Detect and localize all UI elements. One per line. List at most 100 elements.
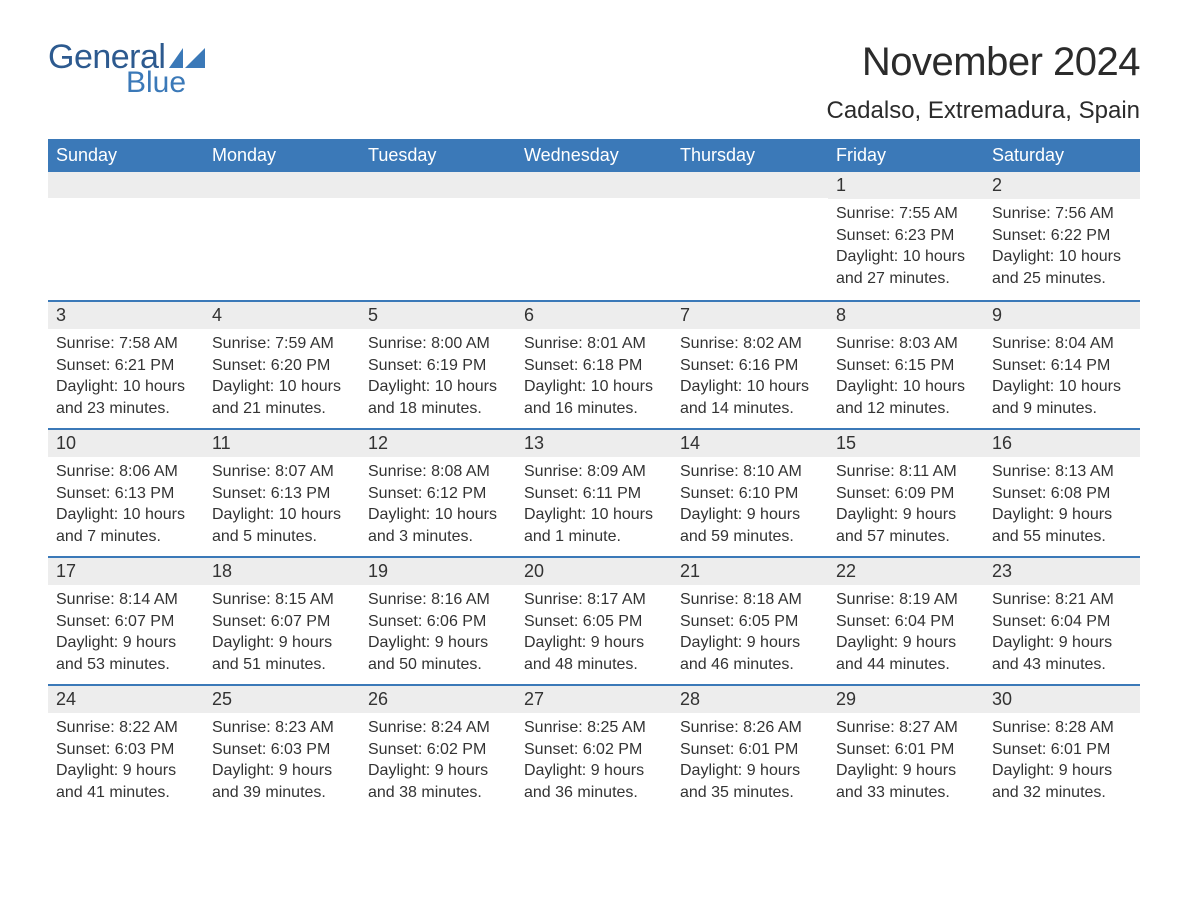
sunset-text: Sunset: 6:21 PM xyxy=(56,355,196,377)
day-number-bar: 26 xyxy=(360,684,516,713)
daylight-text: Daylight: 10 hours and 7 minutes. xyxy=(56,504,196,547)
daylight-text: Daylight: 9 hours and 32 minutes. xyxy=(992,760,1132,803)
day-body: Sunrise: 8:14 AMSunset: 6:07 PMDaylight:… xyxy=(48,585,204,683)
daylight-text: Daylight: 9 hours and 33 minutes. xyxy=(836,760,976,803)
calendar-day: 19Sunrise: 8:16 AMSunset: 6:06 PMDayligh… xyxy=(360,556,516,684)
sunset-text: Sunset: 6:20 PM xyxy=(212,355,352,377)
sunrise-text: Sunrise: 8:01 AM xyxy=(524,333,664,355)
day-number-bar: 11 xyxy=(204,428,360,457)
calendar-week: 17Sunrise: 8:14 AMSunset: 6:07 PMDayligh… xyxy=(48,556,1140,684)
daylight-text: Daylight: 10 hours and 21 minutes. xyxy=(212,376,352,419)
day-body: Sunrise: 8:00 AMSunset: 6:19 PMDaylight:… xyxy=(360,329,516,427)
day-number-bar: 8 xyxy=(828,300,984,329)
weekday-header: Tuesday xyxy=(360,139,516,172)
sunrise-text: Sunrise: 7:59 AM xyxy=(212,333,352,355)
sunset-text: Sunset: 6:16 PM xyxy=(680,355,820,377)
day-body: Sunrise: 8:28 AMSunset: 6:01 PMDaylight:… xyxy=(984,713,1140,811)
sunset-text: Sunset: 6:03 PM xyxy=(56,739,196,761)
sunset-text: Sunset: 6:05 PM xyxy=(524,611,664,633)
calendar-day: 23Sunrise: 8:21 AMSunset: 6:04 PMDayligh… xyxy=(984,556,1140,684)
day-number-bar: 22 xyxy=(828,556,984,585)
sunset-text: Sunset: 6:01 PM xyxy=(680,739,820,761)
daylight-text: Daylight: 9 hours and 44 minutes. xyxy=(836,632,976,675)
sunset-text: Sunset: 6:04 PM xyxy=(836,611,976,633)
sunset-text: Sunset: 6:11 PM xyxy=(524,483,664,505)
day-number-bar xyxy=(204,172,360,198)
day-body: Sunrise: 8:02 AMSunset: 6:16 PMDaylight:… xyxy=(672,329,828,427)
daylight-text: Daylight: 9 hours and 39 minutes. xyxy=(212,760,352,803)
calendar-day: 15Sunrise: 8:11 AMSunset: 6:09 PMDayligh… xyxy=(828,428,984,556)
day-body: Sunrise: 8:26 AMSunset: 6:01 PMDaylight:… xyxy=(672,713,828,811)
day-number-bar: 10 xyxy=(48,428,204,457)
day-body: Sunrise: 8:06 AMSunset: 6:13 PMDaylight:… xyxy=(48,457,204,555)
calendar-day: 14Sunrise: 8:10 AMSunset: 6:10 PMDayligh… xyxy=(672,428,828,556)
sunrise-text: Sunrise: 7:55 AM xyxy=(836,203,976,225)
day-number-bar xyxy=(516,172,672,198)
day-number-bar: 19 xyxy=(360,556,516,585)
calendar-day: 20Sunrise: 8:17 AMSunset: 6:05 PMDayligh… xyxy=(516,556,672,684)
sunrise-text: Sunrise: 8:11 AM xyxy=(836,461,976,483)
sunrise-text: Sunrise: 8:18 AM xyxy=(680,589,820,611)
day-number-bar: 30 xyxy=(984,684,1140,713)
calendar-day: 18Sunrise: 8:15 AMSunset: 6:07 PMDayligh… xyxy=(204,556,360,684)
calendar-day: 10Sunrise: 8:06 AMSunset: 6:13 PMDayligh… xyxy=(48,428,204,556)
day-number-bar: 14 xyxy=(672,428,828,457)
day-number-bar xyxy=(672,172,828,198)
sunset-text: Sunset: 6:01 PM xyxy=(836,739,976,761)
day-number-bar: 24 xyxy=(48,684,204,713)
calendar-day: 7Sunrise: 8:02 AMSunset: 6:16 PMDaylight… xyxy=(672,300,828,428)
calendar-day: 2 Sunrise: 7:56 AMSunset: 6:22 PMDaylight… xyxy=(984,172,1140,300)
weekday-header: Wednesday xyxy=(516,139,672,172)
day-body: Sunrise: 8:04 AMSunset: 6:14 PMDaylight:… xyxy=(984,329,1140,427)
calendar-day-empty xyxy=(516,172,672,300)
sunrise-text: Sunrise: 8:22 AM xyxy=(56,717,196,739)
day-number-bar: 3 xyxy=(48,300,204,329)
sunset-text: Sunset: 6:03 PM xyxy=(212,739,352,761)
day-number-bar: 23 xyxy=(984,556,1140,585)
day-number-bar: 15 xyxy=(828,428,984,457)
daylight-text: Daylight: 9 hours and 53 minutes. xyxy=(56,632,196,675)
calendar-head: SundayMondayTuesdayWednesdayThursdayFrid… xyxy=(48,139,1140,172)
logo: General Blue xyxy=(48,40,205,98)
weekday-header: Friday xyxy=(828,139,984,172)
daylight-text: Daylight: 9 hours and 50 minutes. xyxy=(368,632,508,675)
day-body: Sunrise: 7:55 AMSunset: 6:23 PMDaylight:… xyxy=(828,199,984,297)
calendar-day-empty xyxy=(672,172,828,300)
calendar-week: 24Sunrise: 8:22 AMSunset: 6:03 PMDayligh… xyxy=(48,684,1140,812)
daylight-text: Daylight: 9 hours and 36 minutes. xyxy=(524,760,664,803)
daylight-text: Daylight: 9 hours and 35 minutes. xyxy=(680,760,820,803)
sunrise-text: Sunrise: 8:03 AM xyxy=(836,333,976,355)
calendar-day: 9Sunrise: 8:04 AMSunset: 6:14 PMDaylight… xyxy=(984,300,1140,428)
sunset-text: Sunset: 6:07 PM xyxy=(212,611,352,633)
day-number-bar: 20 xyxy=(516,556,672,585)
calendar-week: 10Sunrise: 8:06 AMSunset: 6:13 PMDayligh… xyxy=(48,428,1140,556)
daylight-text: Daylight: 10 hours and 14 minutes. xyxy=(680,376,820,419)
calendar-day: 12Sunrise: 8:08 AMSunset: 6:12 PMDayligh… xyxy=(360,428,516,556)
sunset-text: Sunset: 6:22 PM xyxy=(992,225,1132,247)
calendar-day: 25Sunrise: 8:23 AMSunset: 6:03 PMDayligh… xyxy=(204,684,360,812)
calendar-day: 17Sunrise: 8:14 AMSunset: 6:07 PMDayligh… xyxy=(48,556,204,684)
day-body: Sunrise: 8:18 AMSunset: 6:05 PMDaylight:… xyxy=(672,585,828,683)
sunset-text: Sunset: 6:12 PM xyxy=(368,483,508,505)
calendar-day: 21Sunrise: 8:18 AMSunset: 6:05 PMDayligh… xyxy=(672,556,828,684)
calendar-day: 29Sunrise: 8:27 AMSunset: 6:01 PMDayligh… xyxy=(828,684,984,812)
sunrise-text: Sunrise: 7:56 AM xyxy=(992,203,1132,225)
day-number-bar: 17 xyxy=(48,556,204,585)
daylight-text: Daylight: 10 hours and 25 minutes. xyxy=(992,246,1132,289)
sunrise-text: Sunrise: 8:25 AM xyxy=(524,717,664,739)
day-body: Sunrise: 8:10 AMSunset: 6:10 PMDaylight:… xyxy=(672,457,828,555)
sunrise-text: Sunrise: 8:16 AM xyxy=(368,589,508,611)
sunset-text: Sunset: 6:05 PM xyxy=(680,611,820,633)
location: Cadalso, Extremadura, Spain xyxy=(827,97,1141,125)
day-number-bar: 28 xyxy=(672,684,828,713)
sunset-text: Sunset: 6:15 PM xyxy=(836,355,976,377)
sunset-text: Sunset: 6:02 PM xyxy=(368,739,508,761)
calendar-day: 28Sunrise: 8:26 AMSunset: 6:01 PMDayligh… xyxy=(672,684,828,812)
sunrise-text: Sunrise: 8:10 AM xyxy=(680,461,820,483)
day-number-bar: 25 xyxy=(204,684,360,713)
sunrise-text: Sunrise: 8:07 AM xyxy=(212,461,352,483)
day-number-bar: 2 xyxy=(984,172,1140,199)
page-title: November 2024 xyxy=(827,40,1141,85)
day-body: Sunrise: 8:25 AMSunset: 6:02 PMDaylight:… xyxy=(516,713,672,811)
calendar-day: 8Sunrise: 8:03 AMSunset: 6:15 PMDaylight… xyxy=(828,300,984,428)
